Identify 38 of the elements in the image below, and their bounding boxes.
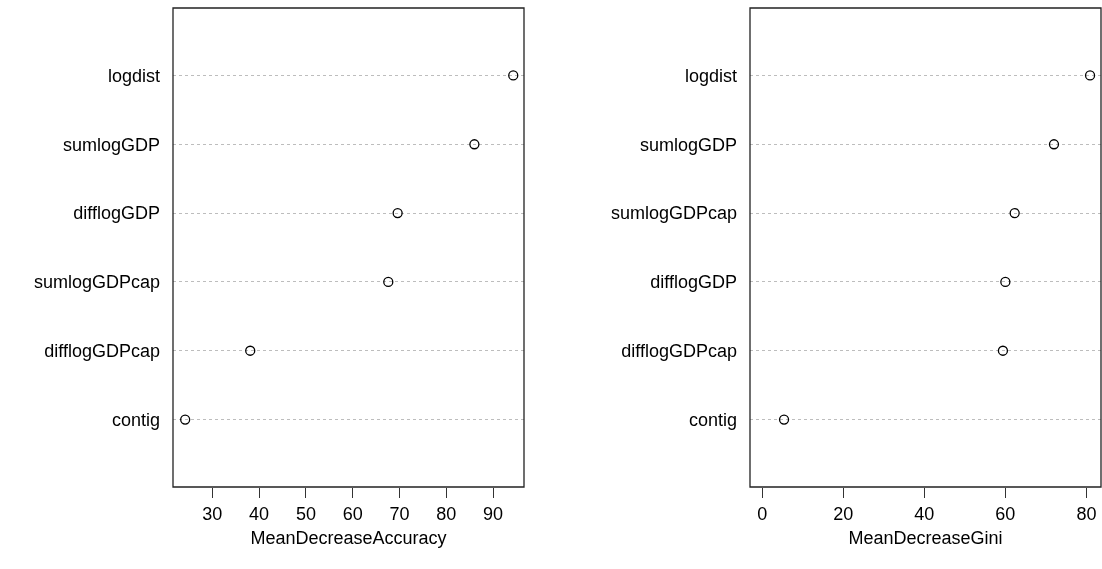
y-tick-label: sumlogGDPcap — [33, 272, 160, 293]
point — [392, 207, 403, 219]
y-tick-label: sumlogGDP — [639, 134, 737, 155]
point — [469, 139, 480, 150]
x-tick-label: 40 — [914, 503, 935, 524]
x-axis-title: MeanDecreaseAccuracy — [250, 527, 447, 548]
y-tick-label: sumlogGDP — [62, 134, 160, 155]
y-tick-label: contig — [688, 409, 737, 430]
point — [997, 345, 1009, 356]
point — [778, 414, 790, 425]
x-tick-label: 20 — [833, 503, 854, 524]
x-tick-label: 0 — [757, 503, 768, 524]
y-tick-label: difflogGDPcap — [44, 341, 160, 362]
point — [1084, 70, 1096, 81]
y-tick-label: contig — [111, 409, 160, 430]
x-tick-label: 90 — [483, 503, 504, 524]
point — [508, 70, 519, 81]
point — [1048, 139, 1060, 150]
y-tick-label: logdist — [684, 65, 737, 86]
x-tick-label: 80 — [1076, 503, 1097, 524]
y-tick-label: difflogGDPcap — [621, 341, 737, 362]
y-tick-label: difflogGDP — [650, 272, 737, 293]
point — [180, 414, 191, 425]
x-tick-label: 60 — [342, 503, 363, 524]
x-tick-label: 50 — [295, 503, 316, 524]
y-tick-label: difflogGDP — [73, 203, 160, 224]
point — [383, 276, 394, 288]
x-tick-label: 80 — [436, 503, 457, 524]
x-tick-label: 60 — [995, 503, 1016, 524]
x-tick-label: 40 — [249, 503, 270, 524]
point — [245, 345, 256, 356]
y-tick-label: logdist — [107, 65, 160, 86]
x-axis-title: MeanDecreaseGini — [848, 527, 1003, 548]
x-tick-label: 30 — [202, 503, 223, 524]
point — [1000, 276, 1011, 288]
x-tick-label: 70 — [389, 503, 410, 524]
y-tick-label: sumlogGDPcap — [610, 203, 737, 224]
point — [1009, 207, 1020, 219]
